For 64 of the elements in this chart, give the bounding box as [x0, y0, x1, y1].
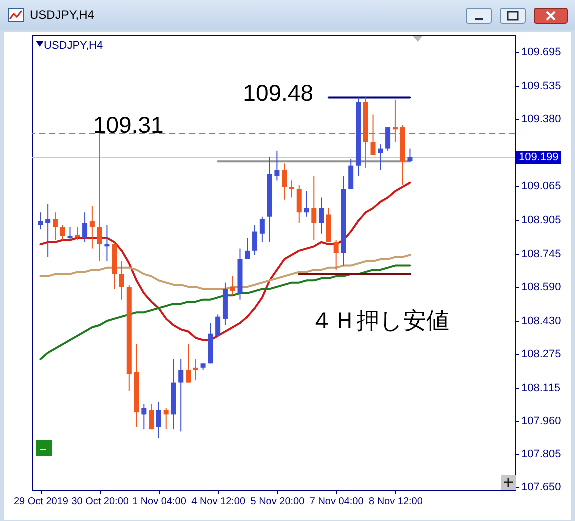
y-tick-label: 109.695: [522, 46, 562, 59]
y-tick-label: 109.065: [522, 180, 562, 193]
candlestick: [60, 224, 66, 241]
candlestick: [274, 150, 280, 182]
candlestick: [296, 184, 302, 224]
candlestick: [304, 190, 310, 218]
x-tick-label: 29 Oct 2019: [14, 496, 69, 508]
y-tick-label: 109.535: [522, 80, 562, 93]
annotation: ４Ｈ押し安値: [310, 308, 450, 334]
line-series: [40, 254, 412, 290]
candlestick: [178, 358, 184, 432]
y-tick-label: 107.650: [522, 482, 562, 494]
candlestick: [319, 197, 324, 234]
candlestick: [252, 224, 258, 256]
x-tick-label: 30 Oct 20:00: [72, 496, 130, 508]
candlestick: [82, 212, 88, 243]
candlestick: [408, 148, 413, 162]
candlestick: [46, 204, 51, 258]
y-tick-label: 108.275: [522, 348, 562, 361]
candlestick: [97, 133, 102, 262]
x-tick-label: 4 Nov 12:00: [192, 496, 246, 508]
candlestick: [156, 401, 162, 439]
candlestick: [216, 314, 221, 336]
candlestick: [164, 408, 169, 430]
annotation: 109.48: [243, 80, 314, 106]
candlestick: [289, 180, 294, 198]
candlestick: [334, 240, 339, 271]
candlestick: [282, 163, 288, 200]
y-tick-label: 108.905: [522, 214, 562, 227]
y-tick-label: 108.590: [522, 282, 562, 294]
candlestick: [38, 212, 44, 230]
candlestick: [119, 261, 124, 300]
candlestick: [193, 358, 198, 382]
candlestick: [230, 276, 236, 296]
x-tick-label: 7 Nov 04:00: [310, 496, 364, 508]
candlestick: [312, 176, 317, 241]
y-tick-label: 108.430: [522, 316, 562, 328]
x-tick-label: 1 Nov 04:00: [132, 496, 187, 508]
candlestick: [52, 212, 58, 241]
candlestick: [149, 404, 154, 430]
candlestick: [90, 206, 95, 250]
ref-line-label: 109.199: [519, 152, 559, 164]
candlestick: [378, 144, 384, 171]
candlestick: [386, 127, 391, 152]
annotation: 109.31: [93, 112, 164, 138]
candlestick: [348, 158, 354, 190]
chart-title: USDJPY,H4: [30, 8, 94, 22]
y-tick-label: 108.115: [522, 382, 560, 395]
candlestick: [245, 238, 250, 260]
y-tick-label: 107.805: [522, 448, 562, 461]
candlestick: [75, 227, 80, 241]
y-tick-label: 108.745: [522, 248, 562, 261]
chart-subtitle: USDJPY,H4: [44, 40, 104, 52]
candlestick: [186, 344, 192, 384]
x-tick-label: 5 Nov 20:00: [250, 496, 306, 508]
candlestick: [392, 99, 398, 143]
candlestick: [104, 224, 110, 262]
candlestick: [260, 216, 265, 243]
x-tick-label: 8 Nov 12:00: [368, 496, 424, 508]
y-tick-label: 109.380: [522, 114, 562, 126]
y-tick-label: 107.960: [522, 416, 562, 428]
candlestick: [370, 114, 376, 156]
candlestick: [142, 404, 147, 430]
candlestick: [68, 227, 73, 241]
